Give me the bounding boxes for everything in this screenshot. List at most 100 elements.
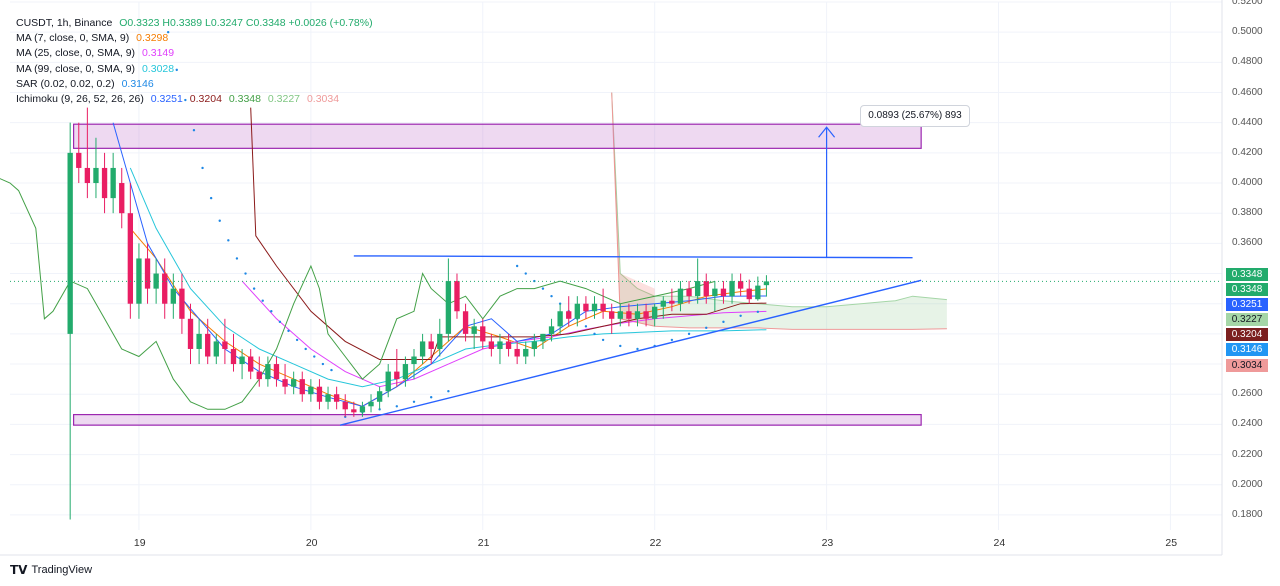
candle-body xyxy=(273,364,280,380)
candle-body xyxy=(110,167,116,199)
candle-body xyxy=(669,300,675,304)
sar-dot xyxy=(287,329,290,333)
sar-dot xyxy=(722,320,725,324)
tradingview-logo[interactable]: 𝗧𝗩 TradingView xyxy=(10,563,92,577)
candle-body xyxy=(643,311,649,319)
candle-body xyxy=(93,167,99,184)
candle-body xyxy=(127,213,134,304)
indicator-sar[interactable]: SAR (0.02, 0.02, 0.2) 0.3146 xyxy=(16,77,373,92)
price-label: 0.3348 xyxy=(1226,268,1268,281)
symbol-row: CUSDT, 1h, Binance O0.3323 H0.3389 L0.32… xyxy=(16,16,373,31)
candle-body xyxy=(230,348,237,365)
candle-body xyxy=(119,183,125,214)
ichimoku-value: 0.3227 xyxy=(267,93,301,106)
indicator-ma7[interactable]: MA (7, close, 0, SMA, 9) 0.3298 xyxy=(16,31,373,46)
indicator-ma25[interactable]: MA (25, close, 0, SMA, 9) 0.3149 xyxy=(16,46,373,61)
candle-body xyxy=(368,401,374,407)
sar-dot xyxy=(601,338,605,342)
sar-dot xyxy=(739,314,742,317)
candle-body xyxy=(325,394,331,402)
sar-dot xyxy=(515,264,519,268)
measure-label: 0.0893 (25.67%) 893 xyxy=(860,105,970,127)
y-tick-label: 0.4600 xyxy=(1232,86,1263,98)
ichimoku-cloud xyxy=(611,92,947,330)
candle-body xyxy=(376,391,383,402)
candle-body xyxy=(153,273,159,289)
price-label: 0.3034 xyxy=(1226,359,1268,372)
indicator-label: MA (7, close, 0, SMA, 9) xyxy=(16,32,130,45)
y-tick-label: 0.4400 xyxy=(1232,116,1263,128)
sar-dot xyxy=(330,368,333,372)
x-tick-label: 22 xyxy=(649,537,662,549)
candle-body xyxy=(179,288,185,319)
candle-body xyxy=(600,303,606,312)
sar-dot xyxy=(209,196,213,200)
candle-body xyxy=(222,341,228,349)
y-tick-label: 0.1800 xyxy=(1232,508,1263,520)
candle-body xyxy=(729,281,735,297)
candle-body xyxy=(583,303,589,312)
sar-dot xyxy=(313,355,316,358)
sar-dot xyxy=(670,338,674,342)
sar-dot xyxy=(447,390,450,393)
candle-body xyxy=(626,311,632,319)
sar-dot xyxy=(175,68,178,72)
candle-body xyxy=(763,281,770,286)
candle-body xyxy=(205,333,211,357)
symbol-title: CUSDT, 1h, Binance xyxy=(16,17,113,29)
indicator-label: MA (99, close, 0, SMA, 9) xyxy=(16,62,136,75)
sar-dot xyxy=(541,287,545,290)
sar-dot xyxy=(524,272,527,275)
candle-body xyxy=(703,281,709,297)
candle-body xyxy=(617,311,623,319)
candle-body xyxy=(694,281,701,297)
indicator-label: SAR (0.02, 0.02, 0.2) xyxy=(16,77,115,90)
sar-dot xyxy=(244,272,247,275)
candle-body xyxy=(531,341,538,349)
candle-body xyxy=(652,306,658,319)
y-tick-label: 0.2400 xyxy=(1232,418,1263,430)
candle-body xyxy=(609,311,615,319)
candle-body xyxy=(290,379,297,387)
candle-body xyxy=(282,379,288,387)
candle-body xyxy=(351,409,357,413)
price-label: 0.3251 xyxy=(1226,298,1268,311)
x-tick-label: 25 xyxy=(1165,537,1178,549)
candle-body xyxy=(411,356,417,365)
candle-body xyxy=(540,333,546,342)
sar-dot xyxy=(295,338,299,342)
candle-body xyxy=(462,311,469,334)
sar-dot xyxy=(252,287,256,290)
y-tick-label: 0.2600 xyxy=(1232,388,1263,400)
candle-body xyxy=(170,288,176,304)
sar-dot xyxy=(278,320,282,324)
ichimoku-span-b xyxy=(611,92,947,330)
candle-body xyxy=(712,288,718,297)
price-label: 0.3348 xyxy=(1226,283,1268,296)
candle-body xyxy=(737,281,744,289)
y-tick-label: 0.3600 xyxy=(1232,237,1263,249)
candle-body xyxy=(265,364,271,380)
candle-body xyxy=(428,341,434,349)
support-zone xyxy=(73,413,922,426)
candle-body xyxy=(394,371,400,380)
candle-body xyxy=(634,311,641,319)
x-tick-label: 21 xyxy=(477,537,490,549)
brand-text: TradingView xyxy=(31,564,93,576)
candle-body xyxy=(574,303,580,319)
candle-body xyxy=(402,364,409,380)
sar-dot xyxy=(593,332,596,336)
candle-body xyxy=(101,167,108,199)
indicator-ma99[interactable]: MA (99, close, 0, SMA, 9) 0.3028 xyxy=(16,62,373,77)
sar-dot xyxy=(395,405,399,408)
indicator-ichimoku[interactable]: Ichimoku (9, 26, 52, 26, 26) 0.3251 0.32… xyxy=(16,92,373,107)
ascending-trendline xyxy=(339,279,922,426)
candle-body xyxy=(591,303,598,312)
candle-body xyxy=(566,311,572,319)
sar-dot xyxy=(705,326,708,330)
tradingview-icon: 𝗧𝗩 xyxy=(10,563,28,577)
indicator-label: Ichimoku (9, 26, 52, 26, 26) xyxy=(16,93,144,106)
candle-body xyxy=(299,379,305,395)
sar-dot xyxy=(584,325,588,328)
